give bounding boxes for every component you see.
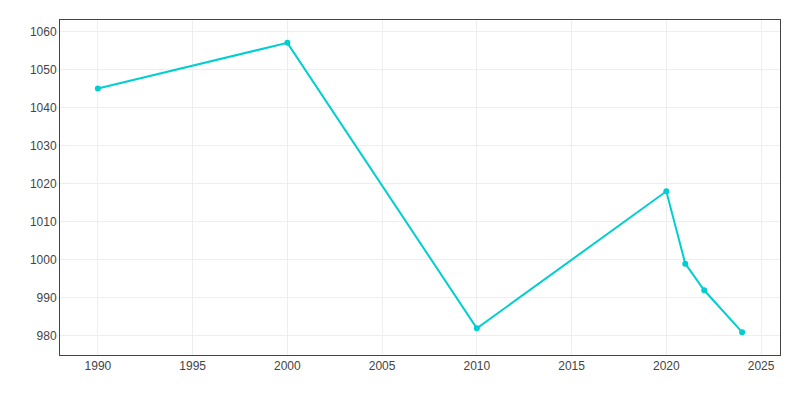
svg-text:2000: 2000 [274, 359, 301, 373]
svg-text:1030: 1030 [30, 139, 57, 153]
svg-text:2025: 2025 [748, 359, 775, 373]
svg-text:2005: 2005 [369, 359, 396, 373]
svg-text:2020: 2020 [653, 359, 680, 373]
svg-text:1010: 1010 [30, 215, 57, 229]
svg-text:1020: 1020 [30, 177, 57, 191]
svg-text:980: 980 [37, 329, 57, 343]
svg-text:2010: 2010 [463, 359, 490, 373]
svg-text:2015: 2015 [558, 359, 585, 373]
svg-text:1040: 1040 [30, 101, 57, 115]
svg-text:1060: 1060 [30, 25, 57, 39]
svg-text:1050: 1050 [30, 63, 57, 77]
svg-text:1995: 1995 [179, 359, 206, 373]
svg-text:1000: 1000 [30, 253, 57, 267]
svg-text:1990: 1990 [85, 359, 112, 373]
svg-text:990: 990 [37, 291, 57, 305]
